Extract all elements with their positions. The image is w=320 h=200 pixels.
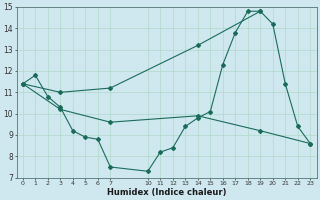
X-axis label: Humidex (Indice chaleur): Humidex (Indice chaleur) [107, 188, 226, 197]
